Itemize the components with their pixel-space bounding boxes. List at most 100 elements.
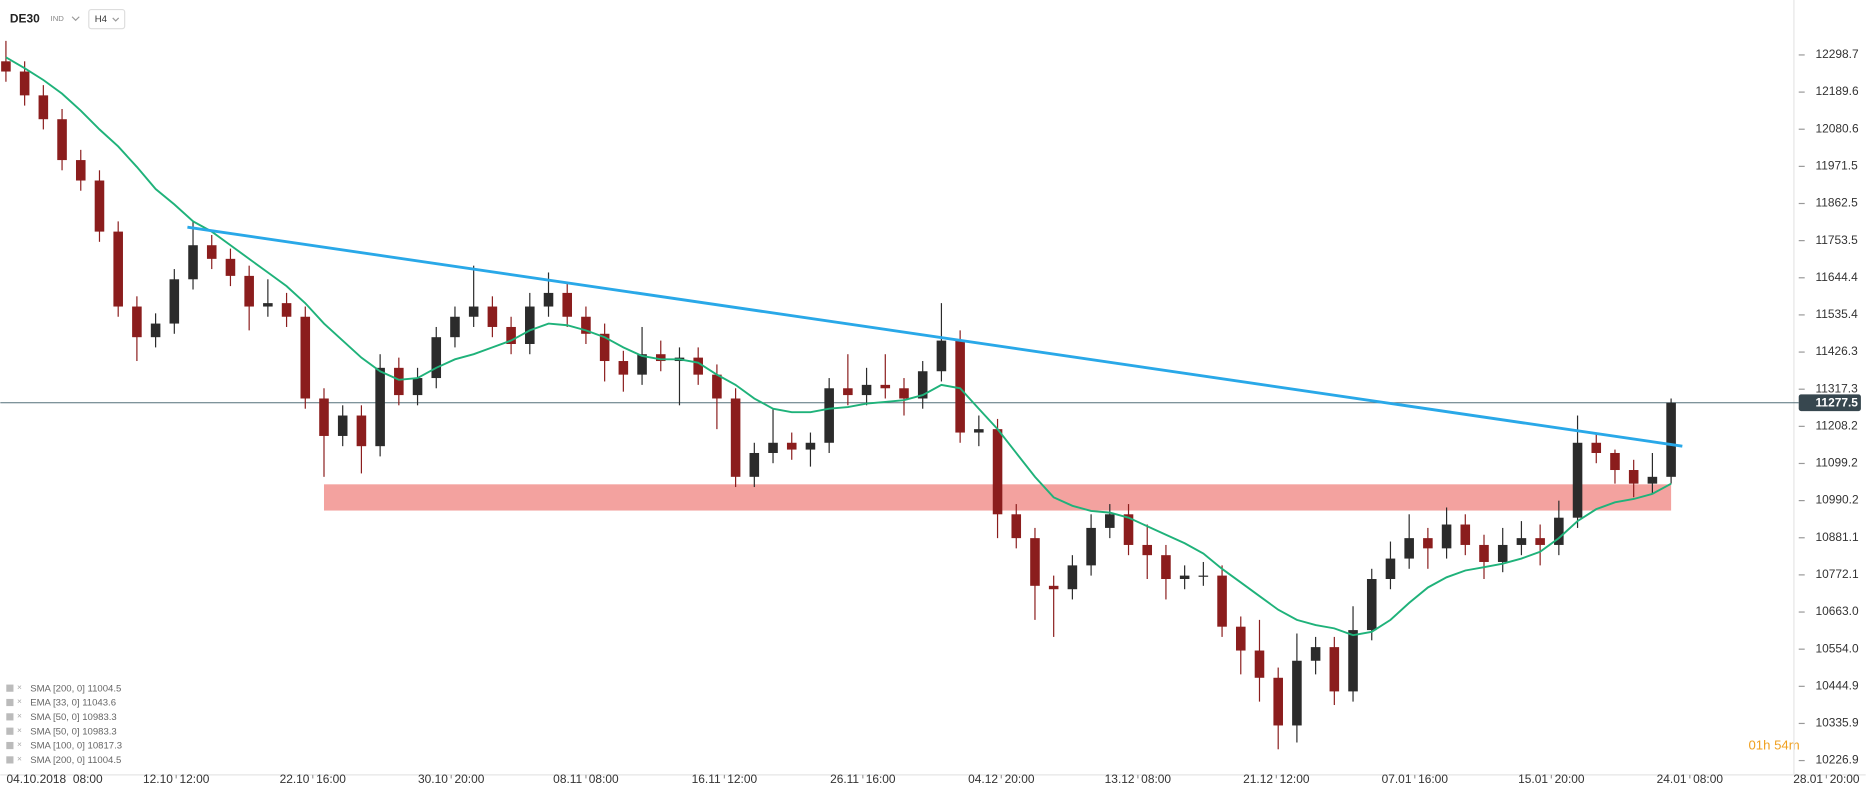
candle-body [599, 333, 610, 362]
candle-body [843, 388, 853, 396]
y-tick-label: 10990.2 [1815, 493, 1859, 507]
candle-body [57, 119, 67, 161]
candle-body [1423, 538, 1433, 549]
candle-body [880, 384, 891, 389]
y-tick-label: 11317.3 [1815, 381, 1858, 395]
candle-body [899, 388, 909, 399]
indicator-entry: EMA [33, 0] 11043.6 [30, 698, 116, 709]
indicator-entry: SMA [200, 0] 11004.5 [30, 683, 121, 694]
candle-body [1441, 524, 1452, 549]
candle-body [1329, 647, 1340, 692]
indicator-entry: SMA [200, 0] 11004.5 [30, 755, 121, 766]
candle-body [300, 316, 311, 399]
symbol[interactable]: DE30 [10, 11, 40, 25]
candle-body [786, 442, 797, 450]
indicator-close[interactable]: × [17, 696, 22, 706]
candle-body [1198, 575, 1209, 577]
y-tick-label: 11862.5 [1815, 196, 1858, 210]
indicator-close[interactable]: × [17, 682, 22, 692]
candle-body [637, 354, 647, 375]
candle-body [1161, 555, 1171, 580]
dropdown-arrow[interactable] [71, 16, 80, 22]
indicator-close[interactable]: × [17, 754, 22, 764]
candle-body [1460, 524, 1471, 545]
x-tick-label: 28.01 20:00 [1793, 772, 1860, 786]
x-tick-label: 30.10 20:00 [418, 772, 485, 786]
y-tick-label: 10881.1 [1815, 530, 1859, 544]
x-tick-label: 04.12 20:00 [968, 772, 1035, 786]
candle-body [188, 245, 198, 280]
y-tick-label: 12080.6 [1815, 121, 1859, 135]
indicator-close[interactable]: × [17, 710, 22, 720]
candle-body [487, 306, 498, 327]
candle-body [450, 316, 460, 338]
candle-body [1628, 470, 1639, 484]
x-tick-label: 07.01 16:00 [1382, 772, 1449, 786]
sma-line [5, 56, 1672, 637]
candle-body [113, 231, 123, 307]
candle-body [1011, 514, 1022, 539]
candle-body [1404, 538, 1414, 559]
candle-body [1479, 544, 1489, 562]
x-tick-label: 24.01 08:00 [1657, 772, 1724, 786]
indicator-icon [6, 727, 14, 735]
timeframe-box[interactable] [88, 8, 126, 30]
candle-body [1385, 558, 1396, 580]
candle-body [712, 374, 722, 399]
y-tick-label: 10772.1 [1815, 567, 1859, 581]
candle-body [1235, 626, 1246, 651]
y-tick-label: 11426.3 [1815, 344, 1858, 358]
x-tick-label: 22.10 16:00 [280, 772, 347, 786]
candle-body [206, 245, 217, 259]
y-tick-label: 10444.9 [1815, 678, 1859, 692]
candle-body [1591, 442, 1602, 453]
candle-body [281, 303, 292, 317]
y-tick-label: 11208.2 [1815, 419, 1858, 433]
candle-body [693, 357, 703, 375]
candle-body [1086, 527, 1096, 566]
candle-body [1030, 538, 1040, 586]
candle-body [955, 340, 965, 433]
candle-body [337, 415, 348, 436]
candle-body [805, 442, 816, 450]
x-tick-label: 26.11 16:00 [830, 772, 896, 786]
candle-body [394, 367, 404, 396]
candle-body [1142, 544, 1153, 556]
candle-body [1572, 442, 1583, 518]
candle-body [468, 306, 479, 317]
candle-body [992, 429, 1003, 515]
candle-body [263, 303, 273, 307]
candle-body [749, 452, 760, 477]
y-tick-label: 11644.4 [1815, 270, 1858, 284]
y-tick-label: 11099.2 [1815, 456, 1858, 470]
candle-body [917, 371, 928, 399]
candle-body [375, 367, 385, 447]
indicator-icon [6, 756, 14, 764]
candle-body [169, 279, 180, 324]
candle-body [581, 316, 591, 334]
price-label-box [1798, 394, 1861, 412]
candle-body [974, 429, 984, 433]
candle-body [506, 326, 516, 344]
indicator-close[interactable]: × [17, 725, 22, 735]
candle-body [1, 61, 11, 72]
candle-body [1179, 575, 1190, 580]
candle-body [618, 361, 629, 375]
candle-body [94, 180, 105, 232]
candle-body [19, 71, 30, 96]
y-tick-label: 12298.7 [1815, 47, 1859, 61]
candle-body [412, 378, 423, 396]
indicator-icon [6, 684, 14, 692]
candle-body [1554, 517, 1564, 545]
candle-body [1254, 650, 1265, 678]
indicator-icon [6, 713, 14, 721]
timeframe[interactable]: H4 [95, 14, 108, 25]
y-tick-label: 10226.9 [1815, 753, 1859, 767]
candle-body [1292, 660, 1302, 726]
indicator-close[interactable]: × [17, 739, 22, 749]
candle-body [1348, 630, 1358, 692]
candle-body [562, 292, 573, 317]
dropdown-arrow[interactable] [112, 17, 120, 22]
candle-body [75, 160, 86, 181]
